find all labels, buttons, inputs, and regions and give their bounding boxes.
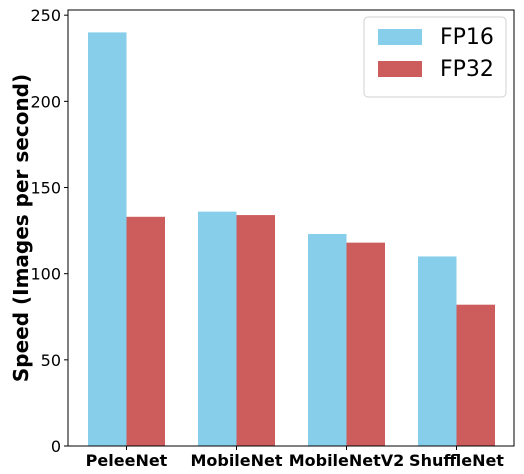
y-tick-label: 100: [30, 265, 61, 284]
bars-group: [88, 32, 495, 446]
y-axis-title: Speed (Images per second): [9, 74, 33, 382]
bar-fp16-mobilenetv2: [308, 234, 347, 446]
legend: FP16 FP32: [363, 16, 507, 98]
y-tick-label: 0: [51, 437, 61, 456]
x-tick-label: ShuffleNet: [409, 451, 504, 470]
legend-swatch-fp16: [378, 29, 422, 45]
x-axis: PeleeNet MobileNet MobileNetV2 ShuffleNet: [86, 446, 504, 470]
legend-swatch-fp32: [378, 61, 422, 77]
bar-fp32-mobilenet: [236, 215, 275, 446]
x-tick-label: PeleeNet: [86, 451, 168, 470]
x-tick-label: MobileNet: [190, 451, 282, 470]
y-tick-label: 150: [30, 179, 61, 198]
bar-fp32-mobilenetv2: [346, 242, 385, 446]
bar-fp16-shufflenet: [418, 256, 457, 446]
legend-label-fp16: FP16: [440, 25, 494, 50]
x-tick-label: MobileNetV2: [289, 451, 405, 470]
y-axis: 0 50 100 150 200 250: [30, 6, 68, 456]
bar-fp32-peleenet: [126, 216, 165, 446]
y-tick-label: 50: [41, 351, 61, 370]
y-tick-label: 200: [30, 92, 61, 111]
bar-fp16-peleenet: [88, 32, 127, 446]
plot-frame: [67, 9, 515, 447]
y-tick-label: 250: [30, 6, 61, 25]
legend-label-fp32: FP32: [440, 57, 494, 82]
bar-fp16-mobilenet: [198, 211, 237, 446]
bar-fp32-shufflenet: [456, 304, 495, 446]
